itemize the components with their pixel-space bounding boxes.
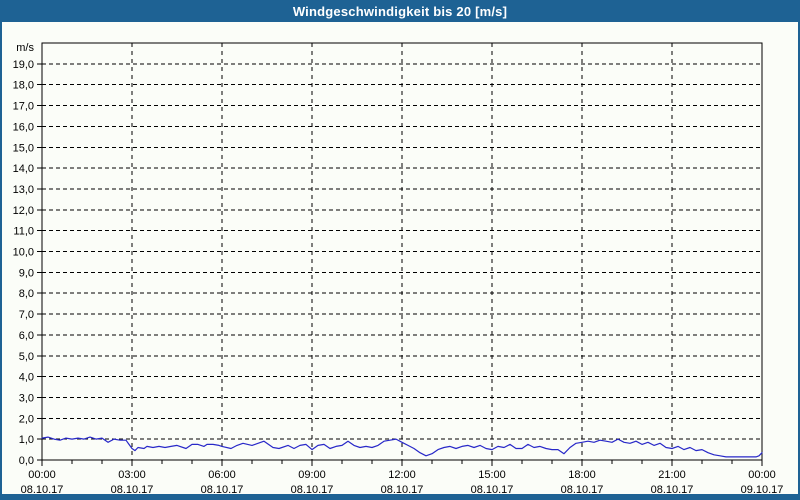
svg-text:11,0: 11,0 — [13, 226, 34, 238]
y-axis-unit-label: m/s — [16, 42, 34, 54]
chart-title-bar: Windgeschwindigkeit bis 20 [m/s] — [2, 2, 798, 22]
svg-text:8,0: 8,0 — [19, 288, 34, 300]
x-tick-time-label: 03:00 — [118, 469, 146, 481]
svg-text:10,0: 10,0 — [13, 247, 34, 259]
x-tick-time-label: 18:00 — [568, 469, 596, 481]
svg-text:12,0: 12,0 — [13, 205, 34, 217]
x-tick-time-label: 06:00 — [208, 469, 236, 481]
svg-text:18,0: 18,0 — [13, 80, 34, 92]
x-tick-time-label: 21:00 — [658, 469, 686, 481]
x-tick-date-label: 08.10.17 — [561, 484, 604, 496]
x-tick-date-label: 08.10.17 — [291, 484, 334, 496]
x-tick-date-label: 08.10.17 — [21, 484, 64, 496]
svg-text:19,0: 19,0 — [13, 59, 34, 71]
chart-title: Windgeschwindigkeit bis 20 [m/s] — [292, 3, 508, 19]
svg-text:17,0: 17,0 — [13, 101, 34, 113]
svg-text:5,0: 5,0 — [19, 351, 34, 363]
x-tick-date-label: 08.10.17 — [471, 484, 514, 496]
x-tick-time-label: 00:00 — [28, 469, 56, 481]
svg-text:0,0: 0,0 — [19, 455, 34, 467]
y-axis: 0,0 1,0 2,0 3,0 4,0 5,0 6,0 7,0 8,0 9,0 10,0 11,0 12… — [13, 42, 42, 467]
svg-text:2,0: 2,0 — [19, 413, 34, 425]
x-tick-time-label: 15:00 — [478, 469, 506, 481]
svg-text:13,0: 13,0 — [13, 184, 34, 196]
svg-text:16,0: 16,0 — [13, 121, 34, 133]
gridlines — [42, 43, 762, 460]
svg-text:6,0: 6,0 — [19, 330, 34, 342]
x-tick-date-label: 08.10.17 — [651, 484, 694, 496]
svg-text:15,0: 15,0 — [13, 142, 34, 154]
x-tick-date-label: 08.10.17 — [381, 484, 424, 496]
svg-text:3,0: 3,0 — [19, 392, 34, 404]
x-axis: 00:00 08.10.17 03:00 08.10.17 06:00 08.10.17 0… — [21, 460, 784, 496]
bottom-bar — [2, 494, 798, 498]
svg-text:14,0: 14,0 — [13, 163, 34, 175]
svg-text:7,0: 7,0 — [19, 309, 34, 321]
svg-text:9,0: 9,0 — [19, 267, 34, 279]
x-tick-time-label: 09:00 — [298, 469, 326, 481]
x-tick-date-label: 09.10.17 — [741, 484, 784, 496]
x-tick-time-label: 12:00 — [388, 469, 416, 481]
x-tick-date-label: 08.10.17 — [111, 484, 154, 496]
x-tick-date-label: 08.10.17 — [201, 484, 244, 496]
svg-text:4,0: 4,0 — [19, 372, 34, 384]
svg-text:1,0: 1,0 — [19, 434, 34, 446]
x-tick-time-label: 00:00 — [748, 469, 776, 481]
wind-speed-line — [41, 436, 763, 458]
